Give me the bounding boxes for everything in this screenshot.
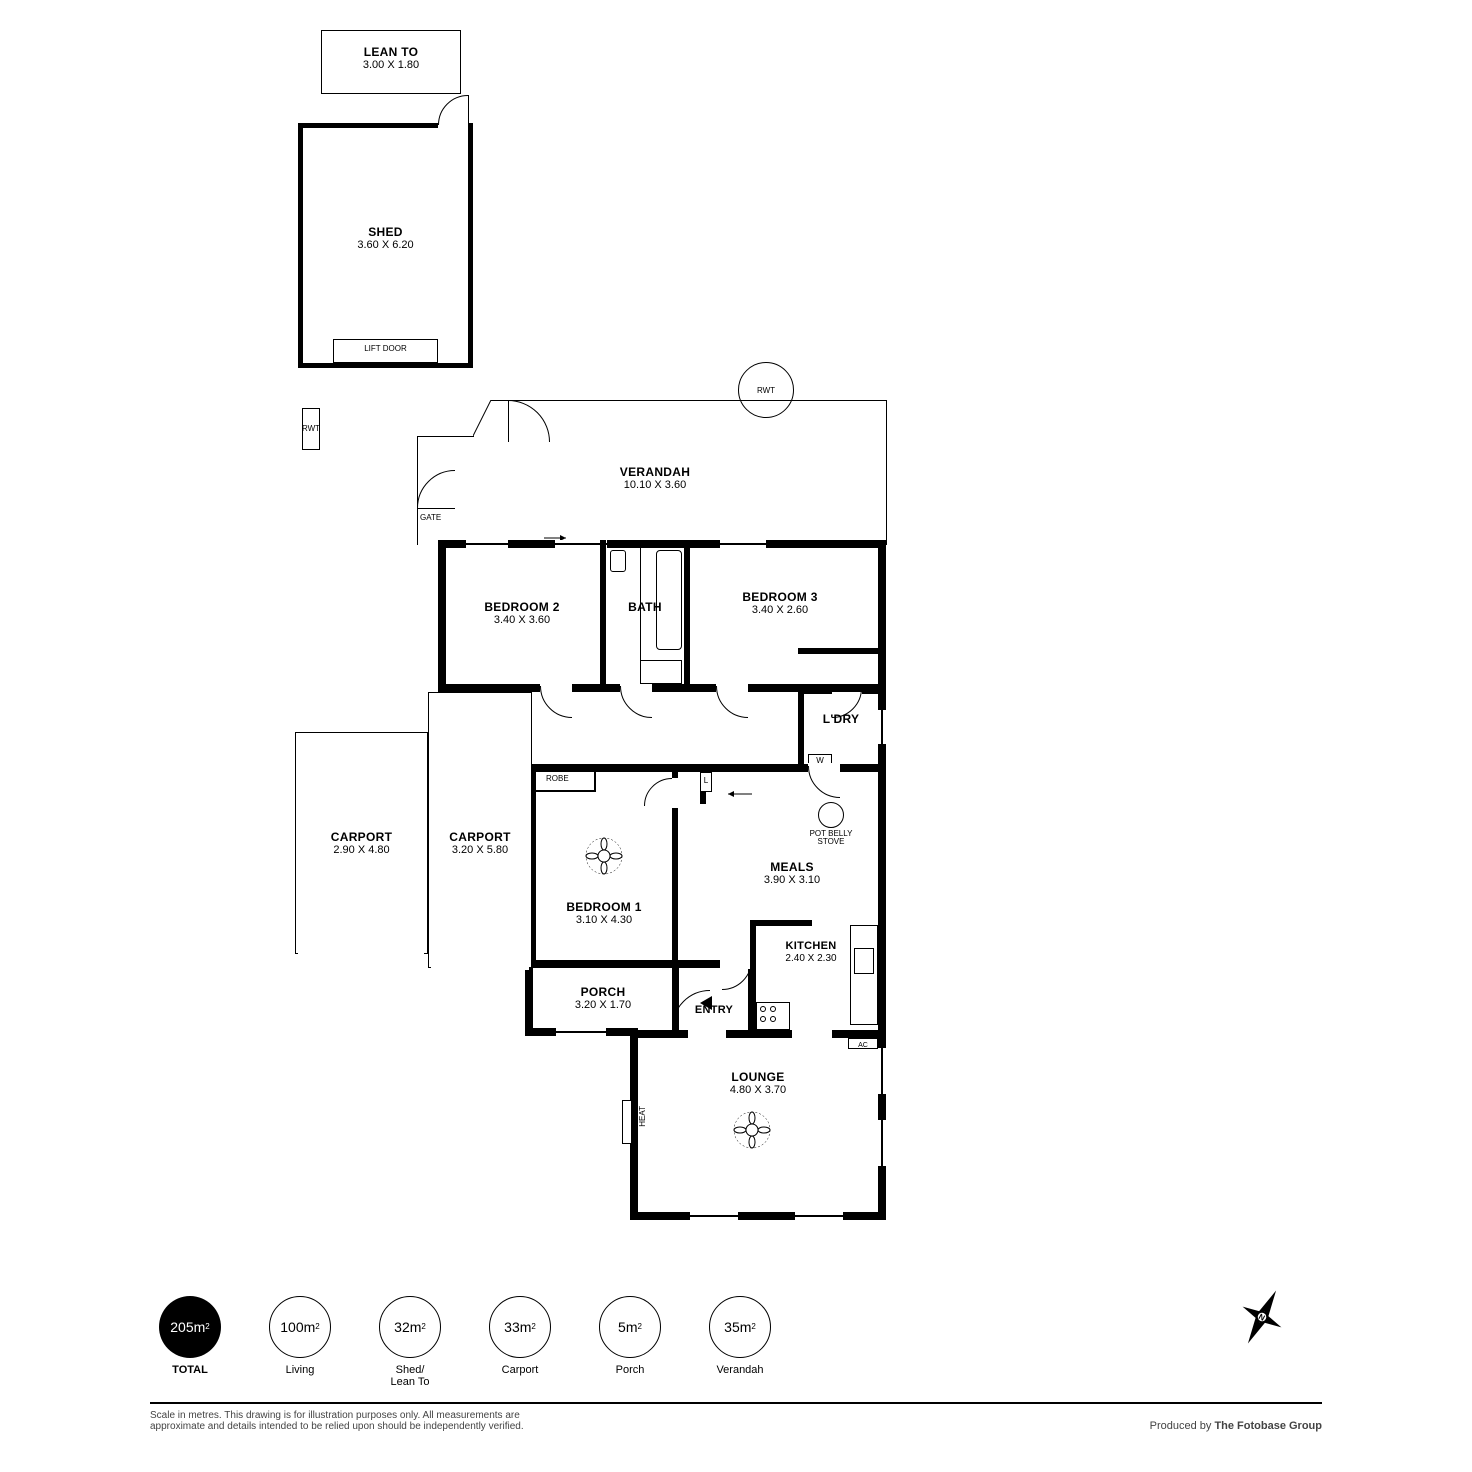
linen-label: L: [700, 776, 712, 785]
area-badge: 205m2 TOTAL: [150, 1296, 230, 1376]
carport1-dim: 2.90 X 4.80: [295, 844, 428, 857]
badge-label: Living: [260, 1364, 340, 1376]
badge-circle: 32m2: [379, 1296, 441, 1358]
entry-name: ENTRY: [680, 1004, 748, 1017]
ceiling-fan-icon: [732, 1110, 772, 1150]
meals-name: MEALS: [712, 860, 872, 874]
ldry-name: L'DRY: [804, 712, 878, 726]
lift-door-label: LIFT DOOR: [333, 344, 438, 353]
carport2-label: CARPORT 3.20 X 5.80: [428, 830, 532, 858]
meals-label: MEALS 3.90 X 3.10: [712, 860, 872, 888]
rwt-circle-label: RWT: [738, 386, 794, 395]
entry-label: ENTRY: [680, 1004, 748, 1017]
badge-circle: 100m2: [269, 1296, 331, 1358]
porch-name: PORCH: [533, 985, 673, 999]
area-badge: 100m2 Living: [260, 1296, 340, 1376]
bedroom1-name: BEDROOM 1: [536, 900, 672, 914]
area-badge: 32m2 Shed/ Lean To: [370, 1296, 450, 1388]
rwt-rect-label: RWT: [297, 424, 325, 433]
lounge-label: LOUNGE 4.80 X 3.70: [640, 1070, 876, 1098]
verandah-dim: 10.10 X 3.60: [540, 479, 770, 492]
bedroom3-label: BEDROOM 3 3.40 X 2.60: [690, 590, 870, 618]
kitchen-label: KITCHEN 2.40 X 2.30: [756, 940, 866, 965]
bedroom3-dim: 3.40 X 2.60: [690, 604, 870, 617]
area-badge: 33m2 Carport: [480, 1296, 560, 1376]
footer: 205m2 TOTAL 100m2 Living 32m2 Shed/ Lean To 33…: [150, 1296, 1322, 1432]
bath-label: BATH: [606, 600, 684, 614]
gate-label: GATE: [420, 513, 450, 522]
lounge-dim: 4.80 X 3.70: [640, 1084, 876, 1097]
house-wall-left: [438, 540, 446, 692]
badge-label: Verandah: [700, 1364, 780, 1376]
verandah-name: VERANDAH: [540, 465, 770, 479]
bath-name: BATH: [606, 600, 684, 614]
bedroom2-label: BEDROOM 2 3.40 X 3.60: [448, 600, 596, 628]
potbelly-stove: [818, 802, 844, 828]
porch-label: PORCH 3.20 X 1.70: [533, 985, 673, 1013]
disclaimer-text: Scale in metres. This drawing is for ill…: [150, 1410, 524, 1432]
area-badges: 205m2 TOTAL 100m2 Living 32m2 Shed/ Lean To 33…: [150, 1296, 1322, 1388]
verandah-label: VERANDAH 10.10 X 3.60: [540, 465, 770, 493]
bed2-arrow-icon: [540, 528, 570, 540]
floorplan-canvas: LEAN TO 3.00 X 1.80 SHED 3.60 X 6.20 LIF…: [0, 0, 1472, 1472]
shed-label: SHED 3.60 X 6.20: [298, 225, 473, 253]
porch-dim: 3.20 X 1.70: [533, 999, 673, 1012]
gate-line: [417, 508, 455, 509]
shed-name: SHED: [298, 225, 473, 239]
heat-box: [622, 1100, 632, 1144]
badge-label: Carport: [480, 1364, 560, 1376]
kitchen-dim: 2.40 X 2.30: [756, 953, 866, 965]
kitchen-name: KITCHEN: [756, 940, 866, 953]
house-wall-bottom: [630, 1212, 886, 1220]
area-badge: 5m2 Porch: [590, 1296, 670, 1376]
ac-label: AC: [848, 1042, 878, 1049]
badge-label: Shed/ Lean To: [370, 1364, 450, 1388]
badge-label: Porch: [590, 1364, 670, 1376]
footer-divider: [150, 1402, 1322, 1404]
lean-to-label: LEAN TO 3.00 X 1.80: [321, 45, 461, 73]
bedroom3-name: BEDROOM 3: [690, 590, 870, 604]
carport2-name: CARPORT: [428, 830, 532, 844]
bedroom1-label: BEDROOM 1 3.10 X 4.30: [536, 900, 672, 928]
bedroom2-name: BEDROOM 2: [448, 600, 596, 614]
bedroom1-dim: 3.10 X 4.30: [536, 914, 672, 927]
ceiling-fan-icon: [584, 836, 624, 876]
house-wall-right: [878, 540, 886, 1220]
lounge-name: LOUNGE: [640, 1070, 876, 1084]
area-badge: 35m2 Verandah: [700, 1296, 780, 1376]
disclaimer-row: Scale in metres. This drawing is for ill…: [150, 1410, 1322, 1432]
shed-dim: 3.60 X 6.20: [298, 239, 473, 252]
badge-circle: 5m2: [599, 1296, 661, 1358]
vanity: [640, 660, 682, 684]
lean-to-dim: 3.00 X 1.80: [321, 59, 461, 72]
badge-label: TOTAL: [150, 1364, 230, 1376]
bedroom2-dim: 3.40 X 3.60: [448, 614, 596, 627]
carport1-name: CARPORT: [295, 830, 428, 844]
badge-circle: 205m2: [159, 1296, 221, 1358]
badge-circle: 33m2: [489, 1296, 551, 1358]
heat-label: HEAT: [638, 1106, 647, 1127]
toilet: [610, 550, 626, 572]
hallway-arrow-icon: [728, 790, 758, 798]
lounge-top-wall: [630, 1030, 886, 1038]
carport2-dim: 3.20 X 5.80: [428, 844, 532, 857]
verandah-angle: [473, 400, 493, 438]
robe-label: ROBE: [546, 774, 569, 783]
producer-credit: Produced by The Fotobase Group: [1150, 1420, 1322, 1432]
potbelly-label: POT BELLYSTOVE: [800, 830, 862, 846]
producer-name: The Fotobase Group: [1214, 1420, 1322, 1432]
producer-prefix: Produced by: [1150, 1420, 1215, 1432]
ldry-label: L'DRY: [804, 712, 878, 726]
meals-dim: 3.90 X 3.10: [712, 874, 872, 887]
carport1-label: CARPORT 2.90 X 4.80: [295, 830, 428, 858]
badge-circle: 35m2: [709, 1296, 771, 1358]
lean-to-name: LEAN TO: [321, 45, 461, 59]
